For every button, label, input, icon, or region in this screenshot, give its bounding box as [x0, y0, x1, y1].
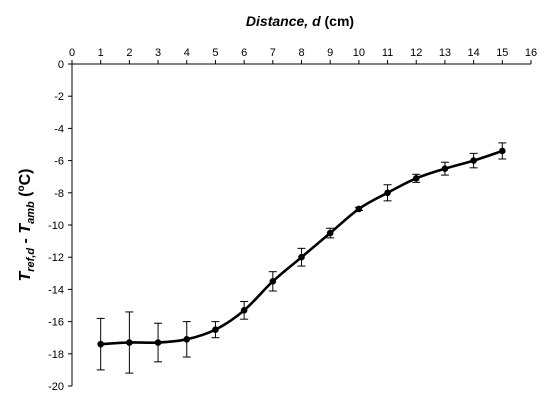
x-tick-label: 0	[69, 47, 75, 59]
data-points	[97, 147, 506, 348]
y-axis-title-unit-close: C)	[17, 168, 34, 185]
y-tick-label: -20	[48, 381, 64, 393]
x-axis-title: Distance, d (cm)	[246, 13, 354, 29]
data-point	[97, 340, 104, 348]
y-axis-title-sub1: ref,d	[25, 248, 37, 272]
data-point	[183, 336, 191, 343]
x-tick-label: 16	[525, 47, 537, 59]
data-point	[412, 175, 420, 182]
y-axis-title-unit-open: (	[17, 191, 34, 201]
y-axis-title-t2: T	[17, 223, 34, 234]
y-tick-label: -14	[48, 284, 64, 296]
x-tick-label: 9	[327, 47, 333, 59]
y-tick-label: -12	[48, 252, 64, 264]
data-point	[126, 339, 133, 346]
y-tick-label: 0	[58, 59, 64, 71]
data-point	[470, 157, 477, 164]
series	[100, 149, 503, 346]
data-point	[212, 326, 219, 333]
axes: 0 1 2 3 4 5 6 7 8 9 10 11 12 13 14 15 160-2-4-6-8-10-12-…	[48, 47, 537, 393]
svg-text:Tref,d - Tamb (oC): Tref,d - Tamb (oC)	[16, 168, 37, 281]
y-tick-label: -10	[48, 220, 64, 232]
x-tick-label: 10	[353, 47, 365, 59]
x-tick-label: 5	[212, 47, 218, 59]
y-axis-title: Tref,d - Tamb (oC)	[16, 168, 37, 281]
y-axis-title-sub2: amb	[25, 201, 37, 224]
x-tick-label: 7	[270, 47, 276, 59]
y-tick-label: -16	[48, 317, 64, 329]
data-point	[298, 253, 305, 261]
y-tick-label: -4	[54, 123, 64, 135]
series-line	[100, 149, 503, 346]
x-tick-label: 1	[98, 47, 104, 59]
y-tick-label: -6	[54, 156, 64, 168]
x-tick-label: 6	[241, 47, 247, 59]
data-point	[240, 307, 248, 314]
x-tick-label: 15	[496, 47, 508, 59]
data-point	[154, 339, 162, 346]
data-point	[441, 165, 449, 172]
data-point	[384, 189, 391, 197]
y-tick-label: -2	[54, 91, 64, 103]
x-tick-label: 8	[298, 47, 304, 59]
data-point	[269, 278, 277, 285]
x-axis-title-var: d	[312, 13, 321, 29]
x-axis-title-unit: (cm)	[321, 13, 354, 29]
x-tick-label: 4	[184, 47, 190, 59]
x-tick-label: 3	[155, 47, 161, 59]
data-point	[355, 205, 363, 213]
x-tick-label: 11	[382, 47, 393, 59]
x-tick-label: 14	[468, 47, 480, 59]
y-axis-title-t1: T	[17, 271, 34, 282]
x-tick-label: 13	[439, 47, 451, 59]
y-axis-title-unit-deg: o	[16, 185, 27, 191]
data-point	[499, 147, 506, 155]
y-tick-label: -8	[54, 188, 64, 200]
x-tick-label: 12	[410, 47, 422, 59]
x-tick-label: 2	[126, 47, 132, 59]
x-axis-title-main: Distance,	[246, 13, 312, 29]
data-point	[326, 229, 334, 237]
y-axis-title-mid: -	[17, 234, 34, 248]
svg-text:Distance, d (cm): Distance, d (cm)	[246, 13, 354, 29]
y-tick-label: -18	[48, 349, 64, 361]
